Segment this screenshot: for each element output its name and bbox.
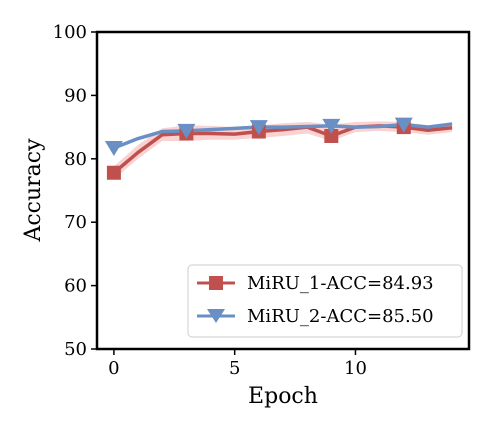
x-tick-label: 10: [344, 358, 367, 379]
series-layer: [104, 117, 453, 180]
series-point-2: [104, 141, 123, 157]
legend-marker-miru-1: [209, 276, 223, 290]
series-point-2: [249, 120, 268, 136]
legend-label-miru-2: MiRU_2-ACC=85.50: [247, 306, 434, 327]
legend: MiRU_1-ACC=84.93 MiRU_2-ACC=85.50: [187, 264, 463, 338]
y-tick-label: 50: [64, 339, 87, 360]
x-tick-label: 0: [108, 358, 119, 379]
series-point-1: [324, 128, 339, 143]
y-tick-label: 60: [64, 276, 87, 297]
legend-marker-miru-2: [207, 309, 225, 323]
y-tick-label: 100: [53, 22, 87, 43]
x-tick-label: 5: [229, 358, 240, 379]
legend-box: [187, 264, 463, 338]
series-line-2: [113, 122, 453, 150]
plot-frame: [95, 30, 471, 351]
series-point-2: [177, 123, 196, 139]
y-tick-label: 90: [64, 85, 87, 106]
series-point-2: [322, 118, 341, 134]
y-tick-label: 80: [64, 149, 87, 170]
x-axis: 0 5 10: [108, 349, 367, 379]
y-axis-title: Accuracy: [21, 138, 46, 243]
series-band-1: [113, 121, 453, 180]
series-point-1: [106, 165, 121, 180]
y-tick-label: 70: [64, 212, 87, 233]
y-axis: 50 60 70 80 90 100: [53, 22, 97, 360]
x-axis-title: Epoch: [248, 384, 318, 409]
band-layer: [113, 121, 453, 180]
legend-label-miru-1: MiRU_1-ACC=84.93: [247, 273, 434, 294]
series-point-2: [394, 117, 413, 133]
